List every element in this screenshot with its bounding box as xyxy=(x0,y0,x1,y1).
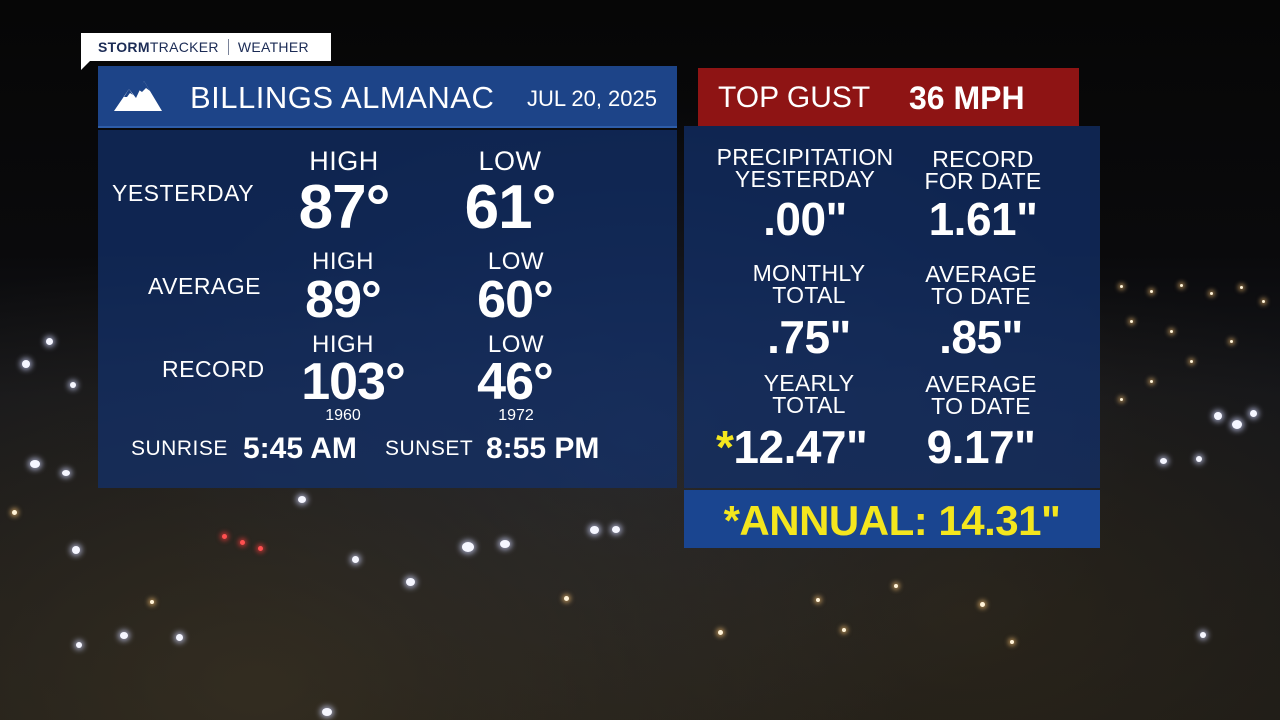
precip-monthly-avg-label: AVERAGE TO DATE xyxy=(925,261,1037,309)
annual-total-bar: *ANNUAL: 14.31" xyxy=(684,490,1100,548)
page-title: BILLINGS ALMANAC xyxy=(190,80,495,115)
record-high-label: HIGH xyxy=(312,331,374,358)
top-gust-label: TOP GUST xyxy=(718,81,871,114)
precip-record-value: 1.61" xyxy=(928,193,1038,245)
top-gust-bar: TOP GUST 36 MPH xyxy=(698,68,1079,126)
precip-yesterday-value: .00" xyxy=(763,193,847,245)
temperature-panel: YESTERDAY HIGH LOW 87° 61° AVERAGE HIGH … xyxy=(98,130,677,488)
precip-yesterday-label: PRECIPITATION YESTERDAY xyxy=(716,144,894,192)
average-high-label: HIGH xyxy=(312,248,374,275)
record-label: RECORD xyxy=(162,356,265,382)
brand-tag-tail xyxy=(81,61,90,70)
yesterday-low-value: 61° xyxy=(464,173,557,242)
brand-section: WEATHER xyxy=(237,39,309,55)
brand-divider xyxy=(227,39,229,55)
average-low-label: LOW xyxy=(487,248,545,275)
sunrise-label: SUNRISE xyxy=(131,437,228,460)
annual-total-text: *ANNUAL: 14.31" xyxy=(723,497,1061,544)
sunset-time: 8:55 PM xyxy=(486,432,600,465)
yesterday-high-label: HIGH xyxy=(309,146,379,176)
mountain-icon xyxy=(114,81,162,111)
record-low-year: 1972 xyxy=(498,407,534,424)
precip-monthly-label: MONTHLY TOTAL xyxy=(752,260,866,308)
precip-record-label: RECORD FOR DATE xyxy=(924,146,1042,194)
precip-yearly-label: YEARLY TOTAL xyxy=(763,370,855,418)
precip-monthly-value: .75" xyxy=(767,311,851,363)
yesterday-label: YESTERDAY xyxy=(112,180,255,206)
brand-tracker: TRACKER xyxy=(149,39,219,55)
yearly-asterisk: * xyxy=(716,421,734,473)
precip-yearly-avg-value: 9.17" xyxy=(926,421,1036,473)
precip-yearly-avg-label: AVERAGE TO DATE xyxy=(925,371,1037,419)
sunset-label: SUNSET xyxy=(385,437,474,460)
precip-monthly-avg-value: .85" xyxy=(939,311,1023,363)
average-label: AVERAGE xyxy=(148,273,261,299)
top-gust-value: 36 MPH xyxy=(909,80,1025,116)
yesterday-high-value: 87° xyxy=(298,173,391,242)
brand-tag: STORM TRACKER WEATHER xyxy=(81,33,331,61)
precipitation-panel: PRECIPITATION YESTERDAY .00" RECORD FOR … xyxy=(684,126,1100,488)
record-low-value: 46° xyxy=(477,353,554,411)
average-low-value: 60° xyxy=(477,271,554,329)
precip-yearly-value: *12.47" xyxy=(716,421,868,473)
average-high-value: 89° xyxy=(305,271,382,329)
yesterday-low-label: LOW xyxy=(478,146,542,176)
sunrise-time: 5:45 AM xyxy=(243,432,357,465)
almanac-date: JUL 20, 2025 xyxy=(526,86,657,111)
record-low-label: LOW xyxy=(487,331,545,358)
title-bar: BILLINGS ALMANAC JUL 20, 2025 xyxy=(98,66,677,128)
record-high-value: 103° xyxy=(301,353,406,411)
brand-storm: STORM xyxy=(98,39,150,55)
record-high-year: 1960 xyxy=(325,407,361,424)
